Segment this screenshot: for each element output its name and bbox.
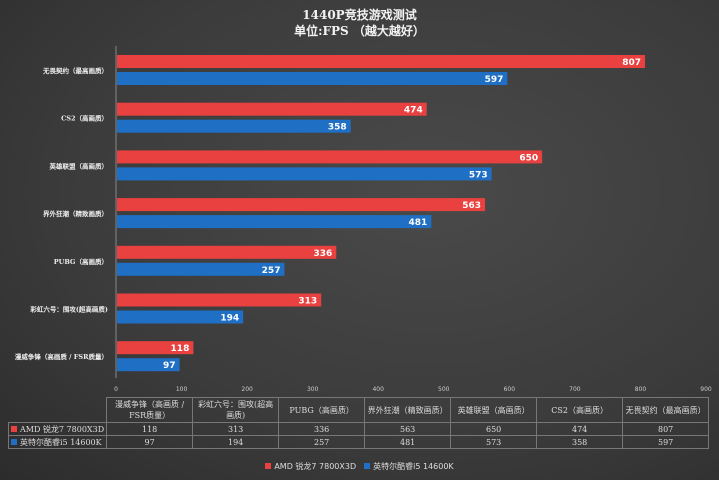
- data-label: 481: [409, 218, 428, 228]
- table-series-label: AMD 锐龙7 7800X3D: [7, 422, 108, 436]
- legend-swatch-icon: [364, 463, 371, 469]
- category-label: CS2（高画质）: [61, 114, 108, 123]
- category-label: 漫威争锋（高画质 / FSR质量）: [15, 352, 108, 361]
- table-corner: [8, 397, 108, 423]
- data-label: 807: [622, 58, 641, 68]
- category-label: 无畏契约（最高画质）: [42, 66, 108, 75]
- legend-label: AMD 锐龙7 7800X3D: [274, 462, 357, 471]
- series-name: AMD 锐龙7 7800X3D: [20, 424, 105, 434]
- table-cell: 358: [536, 435, 624, 449]
- chart-subtitle: 单位:FPS （越大越好）: [294, 24, 425, 38]
- chart-title: 1440P竞技游戏测试: [302, 8, 417, 22]
- data-label: 257: [262, 266, 281, 276]
- table-cell: 481: [364, 435, 452, 449]
- data-label: 97: [163, 361, 176, 371]
- table-header: 界外狂潮（精致画质）: [364, 397, 452, 423]
- table-cell: 194: [192, 435, 280, 449]
- x-tick-label: 900: [700, 386, 712, 393]
- legend-item: AMD 锐龙7 7800X3D: [265, 462, 356, 471]
- legend-item: 英特尔酷睿i5 14600K: [364, 462, 454, 471]
- category-label: 界外狂潮（精致画质）: [43, 209, 108, 218]
- table-header: 漫威争锋（高画质 / FSR质量）: [106, 397, 194, 423]
- data-label: 336: [313, 249, 332, 259]
- legend: AMD 锐龙7 7800X3D 英特尔酷睿i5 14600K: [0, 461, 719, 472]
- data-label: 563: [462, 201, 481, 211]
- x-tick-label: 300: [307, 386, 319, 393]
- table-cell: 597: [622, 435, 710, 449]
- data-label: 573: [469, 170, 488, 180]
- x-tick-label: 700: [569, 386, 581, 393]
- data-table: 漫威争锋（高画质 / FSR质量） 彩虹六号：围攻(超高画质) PUBG（高画质）界…: [7, 397, 710, 449]
- x-tick-label: 400: [372, 386, 384, 393]
- bar-amd: [117, 293, 322, 307]
- bar-amd: [117, 245, 337, 259]
- bar-intel: [117, 119, 351, 133]
- table-cell: 257: [278, 435, 366, 449]
- table-cell: 563: [364, 422, 452, 436]
- data-label: 194: [220, 314, 239, 324]
- x-tick-label: 600: [504, 386, 516, 393]
- bar-intel: [117, 310, 244, 324]
- bar-amd: [117, 341, 194, 355]
- table-cell: 807: [622, 422, 710, 436]
- table-cell: 118: [106, 422, 194, 436]
- table-header: PUBG（高画质）: [278, 397, 366, 423]
- bar-intel: [117, 215, 432, 229]
- table-series-label: 英特尔酷睿i5 14600K: [7, 435, 108, 449]
- category-label: 英雄联盟（高画质）: [49, 161, 109, 170]
- series-name: 英特尔酷睿i5 14600K: [20, 437, 102, 447]
- bar-intel: [117, 358, 180, 372]
- bar-amd: [117, 55, 646, 68]
- legend-swatch-icon: [265, 463, 272, 469]
- table-cell: 474: [536, 422, 624, 436]
- x-tick-label: 200: [241, 386, 253, 393]
- table-cell: 650: [450, 422, 538, 436]
- table-header: 英雄联盟（高画质）: [450, 397, 538, 423]
- category-label: PUBG（高画质）: [54, 257, 108, 266]
- table-cell: 313: [192, 422, 280, 436]
- data-label: 313: [298, 297, 317, 307]
- bar-intel: [117, 167, 492, 181]
- data-label: 597: [485, 75, 504, 85]
- table-header: 彩虹六号：围攻(超高画质): [192, 397, 280, 423]
- data-label: 474: [404, 106, 423, 116]
- bar-amd: [117, 102, 427, 116]
- legend-label: 英特尔酷睿i5 14600K: [373, 462, 454, 471]
- x-tick-label: 0: [114, 386, 118, 393]
- bar-intel: [117, 72, 508, 85]
- table-header: 无畏契约（最高画质）: [622, 397, 710, 423]
- category-label: 彩虹六号：围攻(超高画质): [29, 305, 108, 314]
- data-label: 358: [328, 123, 347, 133]
- table-header: CS2（高画质）: [536, 397, 624, 423]
- bar-plot: 0 100 200 300 400 500 600 700 800 900 漫威争锋（高画质 / F…: [15, 46, 712, 393]
- legend-swatch-icon: [11, 425, 17, 432]
- bar-amd: [117, 150, 543, 164]
- bar-intel: [117, 262, 285, 276]
- data-label: 650: [519, 153, 538, 163]
- table-cell: 573: [450, 435, 538, 449]
- data-label: 118: [171, 344, 190, 354]
- x-tick-label: 500: [438, 386, 450, 393]
- table-cell: 336: [278, 422, 366, 436]
- table-cell: 97: [106, 435, 194, 449]
- x-tick-label: 100: [176, 386, 188, 393]
- legend-swatch-icon: [11, 438, 17, 445]
- bar-amd: [117, 198, 486, 212]
- x-tick-label: 800: [635, 386, 647, 393]
